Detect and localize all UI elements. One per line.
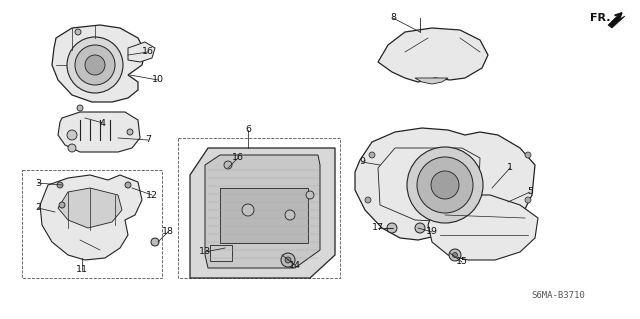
Text: 19: 19	[426, 227, 438, 236]
Circle shape	[67, 37, 123, 93]
Circle shape	[525, 197, 531, 203]
Circle shape	[75, 29, 81, 35]
Text: 17: 17	[372, 224, 384, 233]
Text: 1: 1	[507, 164, 513, 173]
Circle shape	[85, 55, 105, 75]
Circle shape	[525, 152, 531, 158]
Text: S6MA-B3710: S6MA-B3710	[531, 291, 585, 300]
Text: 10: 10	[152, 76, 164, 85]
Polygon shape	[205, 155, 320, 268]
Polygon shape	[428, 195, 538, 260]
Polygon shape	[378, 28, 488, 82]
Bar	[210, 245, 232, 261]
Text: 4: 4	[100, 118, 106, 128]
Text: 16: 16	[232, 153, 244, 162]
Circle shape	[431, 171, 459, 199]
Circle shape	[387, 223, 397, 233]
Circle shape	[151, 238, 159, 246]
Circle shape	[285, 257, 291, 263]
Text: 14: 14	[289, 261, 301, 270]
Text: 12: 12	[146, 190, 158, 199]
Polygon shape	[415, 78, 448, 84]
Bar	[178, 138, 340, 278]
Polygon shape	[608, 12, 625, 28]
Polygon shape	[52, 25, 145, 102]
Text: 3: 3	[35, 179, 41, 188]
Circle shape	[224, 161, 232, 169]
Text: FR.: FR.	[590, 13, 611, 23]
Text: 15: 15	[456, 257, 468, 266]
Polygon shape	[190, 148, 335, 278]
Polygon shape	[58, 112, 140, 152]
Circle shape	[125, 182, 131, 188]
Text: 9: 9	[359, 158, 365, 167]
Text: 6: 6	[245, 125, 251, 135]
Polygon shape	[40, 175, 142, 260]
Text: 18: 18	[162, 227, 174, 236]
Circle shape	[449, 249, 461, 261]
Text: 8: 8	[390, 13, 396, 23]
Circle shape	[417, 157, 473, 213]
Text: 2: 2	[35, 204, 41, 212]
Circle shape	[365, 197, 371, 203]
Text: 16: 16	[142, 48, 154, 56]
Circle shape	[369, 152, 375, 158]
Bar	[22, 170, 162, 278]
Circle shape	[127, 129, 133, 135]
Circle shape	[67, 130, 77, 140]
Polygon shape	[58, 188, 122, 228]
Circle shape	[285, 210, 295, 220]
Text: 7: 7	[145, 136, 151, 145]
Polygon shape	[128, 42, 155, 62]
Text: 13: 13	[199, 248, 211, 256]
Circle shape	[415, 223, 425, 233]
Polygon shape	[355, 128, 535, 240]
Circle shape	[242, 204, 254, 216]
Text: 11: 11	[76, 265, 88, 275]
Text: 5: 5	[527, 188, 533, 197]
Circle shape	[281, 253, 295, 267]
Circle shape	[68, 144, 76, 152]
Circle shape	[306, 191, 314, 199]
Circle shape	[57, 182, 63, 188]
Bar	[220, 188, 308, 243]
Circle shape	[452, 253, 458, 257]
Circle shape	[407, 147, 483, 223]
Circle shape	[59, 202, 65, 208]
Circle shape	[77, 105, 83, 111]
Circle shape	[75, 45, 115, 85]
